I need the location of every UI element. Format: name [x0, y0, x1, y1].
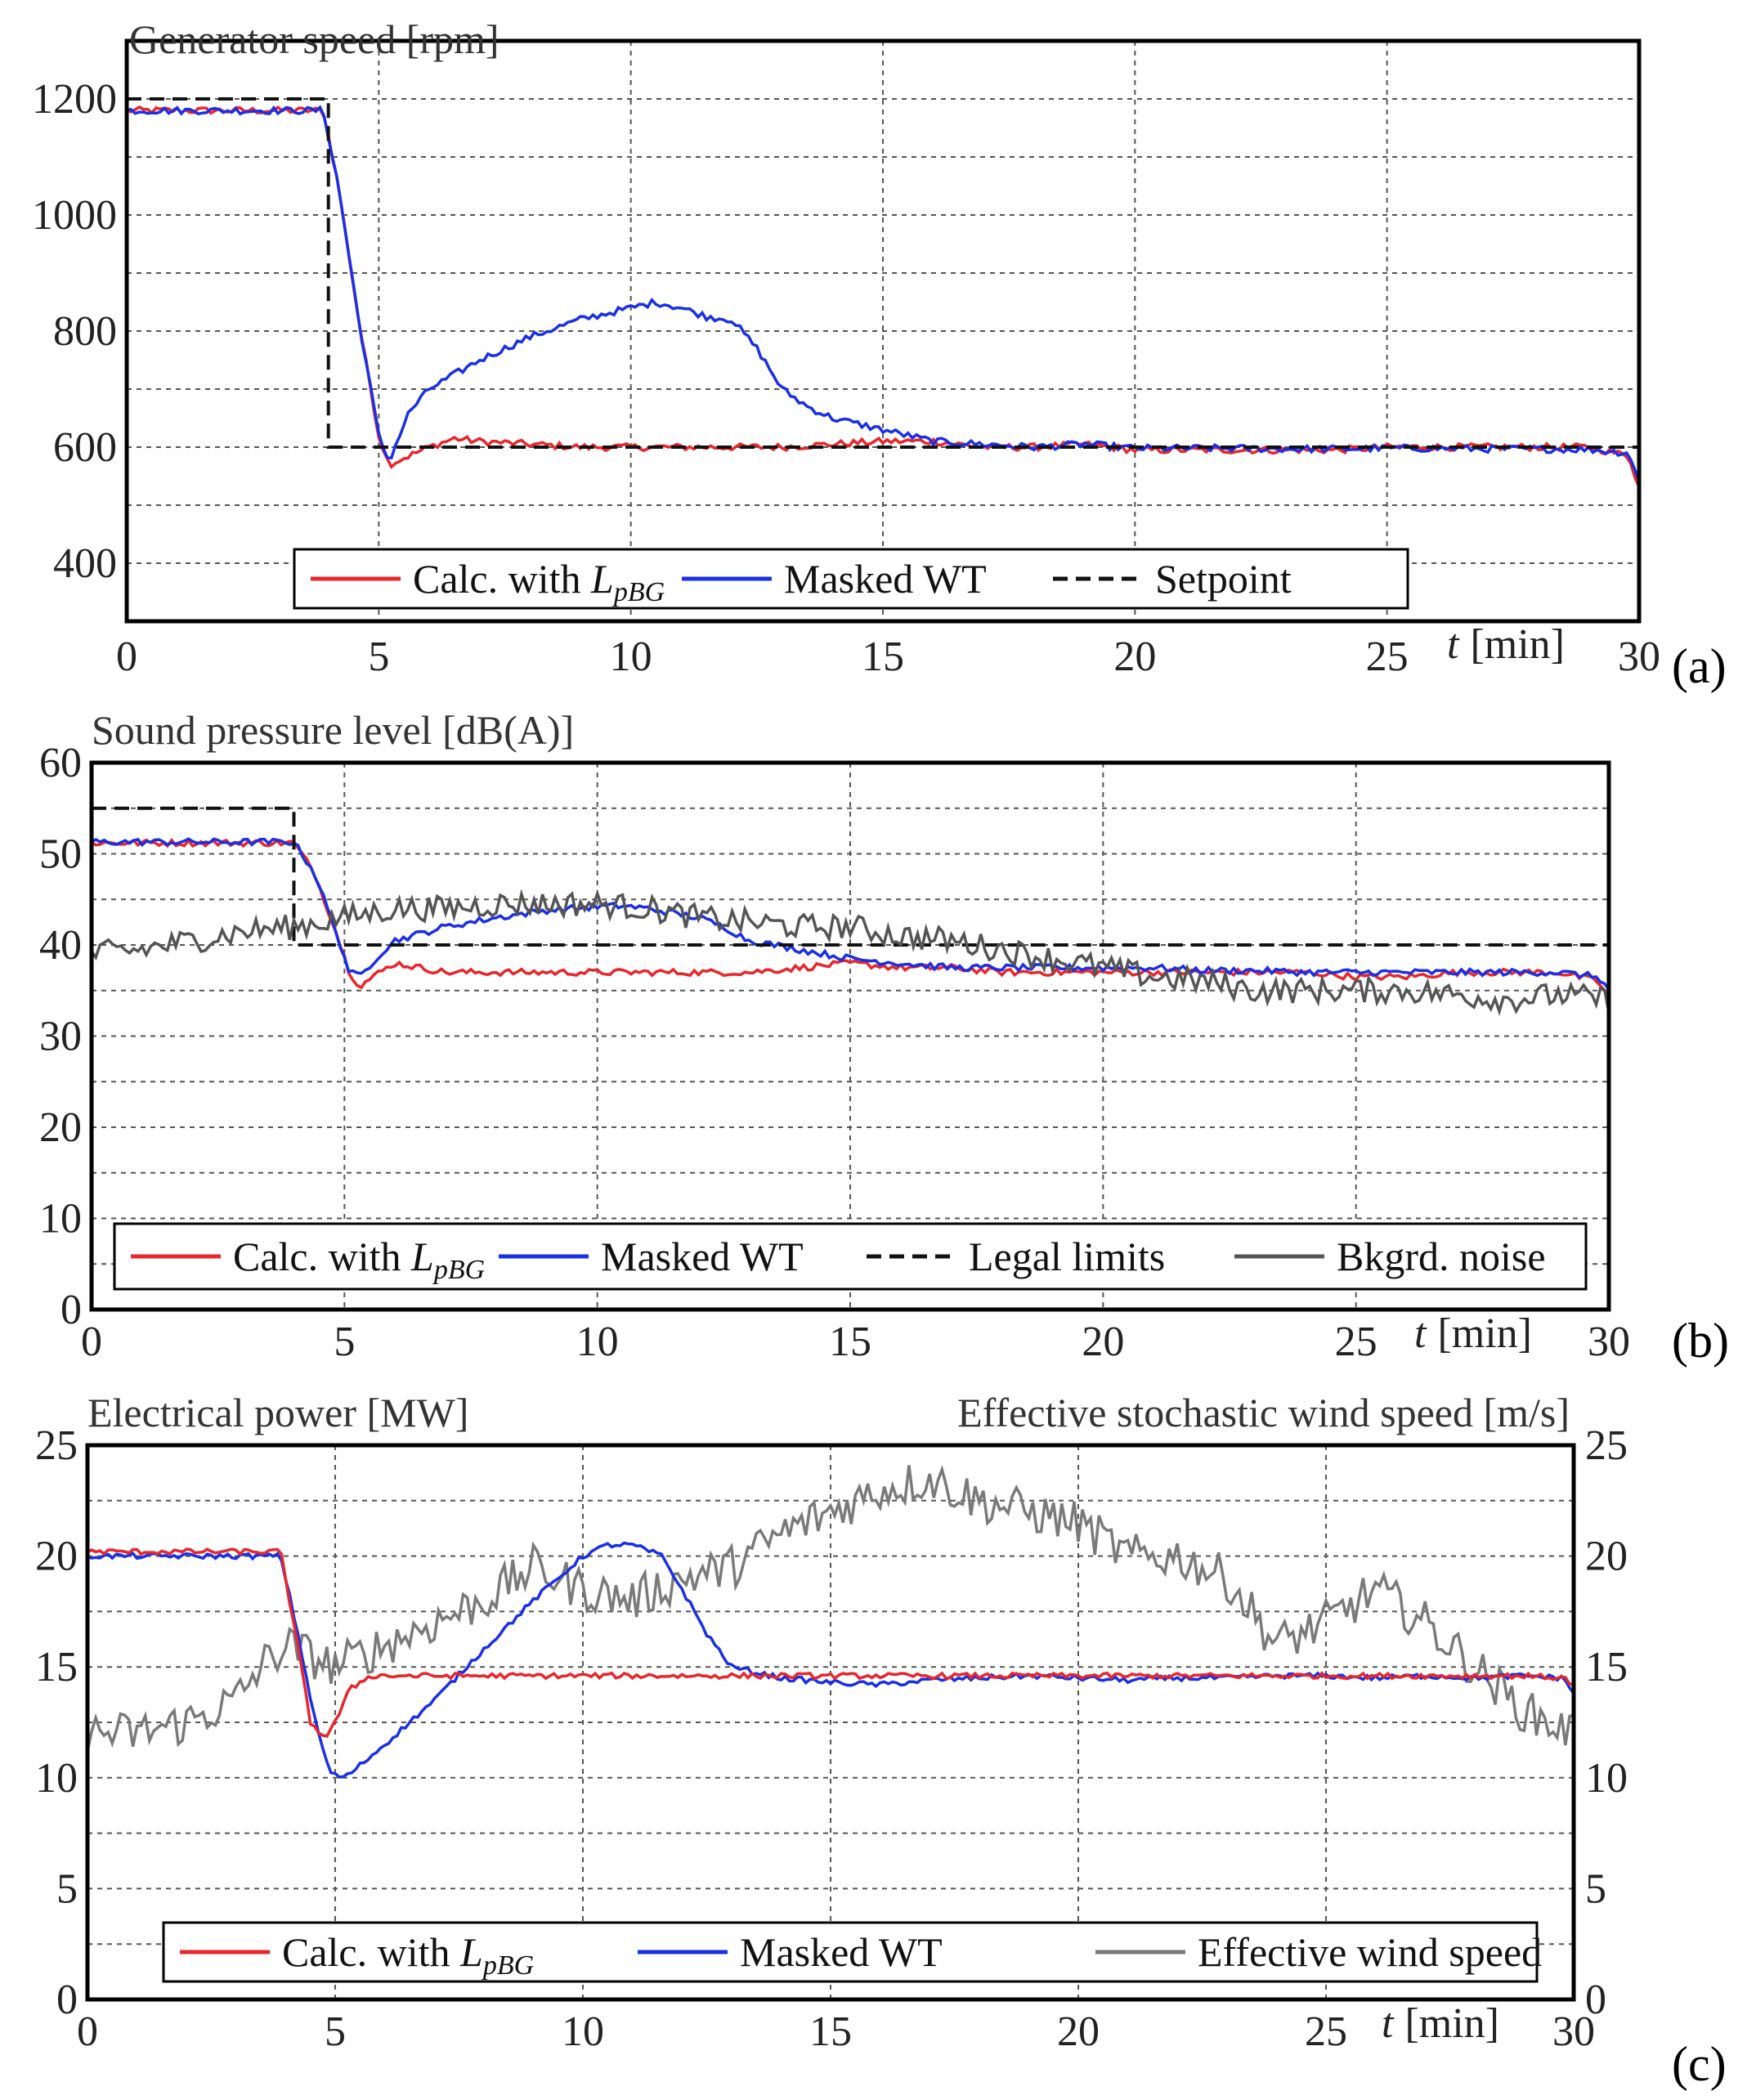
- legend-entry: Masked WT: [784, 556, 987, 602]
- legend-entry: Masked WT: [740, 1929, 943, 1975]
- y-tick-label: 0: [56, 1977, 78, 2023]
- chart-title-right: Effective stochastic wind speed [m/s]: [957, 1390, 1570, 1435]
- legend-entry: Setpoint: [1155, 556, 1292, 602]
- legend-entry: Effective wind speed: [1198, 1929, 1542, 1975]
- x-tick-label: 20: [1082, 1319, 1124, 1365]
- series-line-masked-wt: [87, 1541, 1574, 1779]
- y-tick-label: 60: [39, 740, 82, 786]
- panel-label: (c): [1672, 2037, 1727, 2091]
- x-tick-label: 0: [116, 634, 137, 680]
- plot-frame: [124, 38, 1642, 624]
- legend-entry: Calc. with LpBG: [282, 1929, 534, 1981]
- y-tick-label: 50: [39, 831, 82, 878]
- y-tick-label: 30: [39, 1014, 82, 1060]
- x-tick-label: 15: [829, 1319, 871, 1365]
- panel-label: (b): [1672, 1314, 1729, 1368]
- series-line-bkgrd-noise: [92, 889, 1609, 1017]
- y-right-tick-label: 5: [1585, 1865, 1606, 1912]
- x-tick-label: 10: [576, 1319, 619, 1365]
- x-tick-label: 0: [77, 2008, 98, 2055]
- plot-frame: [89, 760, 1611, 1312]
- y-right-tick-label: 20: [1585, 1534, 1628, 1580]
- x-tick-label: 25: [1366, 634, 1409, 680]
- y-right-tick-label: 0: [1585, 1977, 1606, 2023]
- y-tick-label: 20: [39, 1104, 82, 1151]
- x-tick-label: 25: [1335, 1319, 1377, 1365]
- x-tick-label: 30: [1618, 634, 1660, 680]
- plot-frame: [85, 1443, 1576, 2002]
- x-tick-label: 5: [334, 1319, 355, 1365]
- series-line-calc-with-l-pbg: [87, 1547, 1574, 1738]
- y-tick-label: 600: [53, 424, 117, 471]
- legend-entry: Bkgrd. noise: [1337, 1234, 1546, 1279]
- x-tick-label: 15: [862, 634, 904, 680]
- legend: Calc. with LpBG Masked WT Legal limits Bkgr…: [113, 1222, 1588, 1291]
- legend: Calc. with LpBG Masked WT Setpoint: [293, 548, 1409, 610]
- x-tick-label: 20: [1057, 2008, 1100, 2055]
- legend-entry: Legal limits: [969, 1234, 1165, 1279]
- chart-title: Generator speed [rpm]: [129, 16, 499, 62]
- chart-title-left: Electrical power [MW]: [87, 1390, 468, 1435]
- y-tick-label: 15: [35, 1644, 78, 1690]
- y-tick-label: 10: [35, 1755, 78, 1802]
- series-line-legal-limits: [92, 806, 1609, 947]
- y-tick-label: 10: [39, 1196, 82, 1243]
- x-tick-label: 5: [325, 2008, 346, 2055]
- x-tick-label: 10: [610, 634, 652, 680]
- y-tick-label: 400: [53, 540, 117, 587]
- x-tick-label: 25: [1305, 2008, 1347, 2055]
- legend-entry: Calc. with LpBG: [413, 556, 665, 607]
- x-tick-label: 0: [81, 1319, 102, 1365]
- y-tick-label: 1200: [32, 76, 117, 123]
- x-axis-label: t [min]: [1382, 2000, 1499, 2047]
- x-tick-label: 15: [809, 2008, 852, 2055]
- legend-entry: Calc. with LpBG: [233, 1234, 485, 1285]
- panel-label: (a): [1672, 639, 1727, 693]
- series-line-masked-wt: [92, 837, 1609, 991]
- y-tick-label: 25: [35, 1422, 78, 1469]
- legend: Calc. with LpBG Masked WT Effective wind s…: [162, 1921, 1542, 1983]
- y-right-tick-label: 25: [1585, 1422, 1628, 1469]
- x-axis-label: t [min]: [1447, 621, 1565, 668]
- chart-panel-a: 0 5 10 15 20 25 30 400 600 800 1000 1200 t [min] Gener…: [32, 16, 1727, 693]
- y-tick-label: 5: [56, 1865, 78, 1912]
- grid: [127, 41, 1639, 621]
- legend-entry: Masked WT: [601, 1234, 804, 1279]
- x-tick-label: 5: [368, 634, 389, 680]
- x-tick-label: 30: [1588, 1319, 1630, 1365]
- chart-panel-b: 0 5 10 15 20 25 30 0 10 20 30 40 50 60 t [min] Sound pre…: [39, 707, 1729, 1368]
- x-tick-label: 20: [1113, 634, 1156, 680]
- series-line-effective-wind-speed: [87, 1465, 1574, 1753]
- y-tick-label: 0: [60, 1287, 82, 1333]
- x-tick-label: 10: [562, 2008, 604, 2055]
- series-line-setpoint: [127, 97, 1639, 449]
- y-tick-label: 20: [35, 1534, 78, 1580]
- x-axis-label: t [min]: [1414, 1310, 1532, 1357]
- y-right-tick-label: 15: [1585, 1644, 1628, 1690]
- y-tick-label: 800: [53, 308, 117, 355]
- y-tick-label: 40: [39, 922, 82, 969]
- y-tick-label: 1000: [32, 192, 117, 239]
- chart-title: Sound pressure level [dB(A)]: [92, 707, 574, 753]
- y-right-tick-label: 10: [1585, 1755, 1628, 1802]
- x-tick-label: 30: [1552, 2008, 1595, 2055]
